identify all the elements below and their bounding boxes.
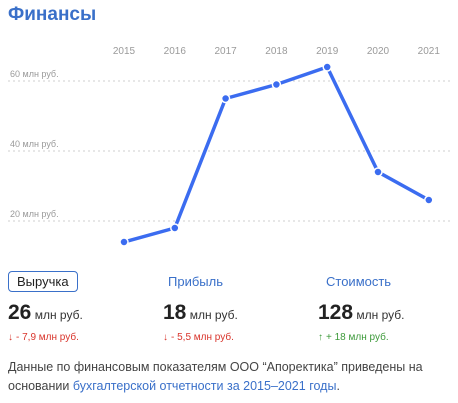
x-tick-label: 2019 <box>316 46 339 57</box>
y-tick-label: 60 млн руб. <box>10 69 59 79</box>
x-tick-label: 2020 <box>367 46 390 57</box>
data-point[interactable] <box>271 79 282 90</box>
revenue-value: 26 млн руб. <box>8 301 83 325</box>
note-text: Данные по финансовым показателям ООО “Ап… <box>8 360 423 393</box>
value-value: 128 млн руб. <box>318 301 404 325</box>
y-tick-label: 40 млн руб. <box>10 139 59 149</box>
revenue-unit: млн руб. <box>34 308 83 322</box>
arrow-down-icon: ↓ <box>8 332 13 343</box>
profit-unit: млн руб. <box>189 308 238 322</box>
profit-change: ↓ - 5,5 млн руб. <box>163 332 234 343</box>
profit-value: 18 млн руб. <box>163 301 238 325</box>
arrow-down-icon: ↓ <box>163 332 168 343</box>
data-point[interactable] <box>220 93 231 104</box>
value-unit: млн руб. <box>356 308 405 322</box>
value-change: ↑ + 18 млн руб. <box>318 332 389 343</box>
revenue-change: ↓ - 7,9 млн руб. <box>8 332 79 343</box>
x-tick-label: 2021 <box>418 46 441 57</box>
revenue-change-text: - 7,9 млн руб. <box>16 332 79 343</box>
x-tick-label: 2015 <box>113 46 136 57</box>
arrow-up-icon: ↑ <box>318 332 323 343</box>
tab-profit[interactable]: Прибыль <box>168 274 223 289</box>
data-point[interactable] <box>170 223 180 233</box>
data-point[interactable] <box>119 237 129 247</box>
tab-value[interactable]: Стоимость <box>326 274 392 289</box>
x-tick-label: 2018 <box>265 46 288 57</box>
x-tick-label: 2017 <box>214 46 237 57</box>
revenue-line-chart: 20 млн руб. 40 млн руб. 60 млн руб. 2015 20… <box>8 46 452 247</box>
data-point[interactable] <box>322 62 332 72</box>
data-point[interactable] <box>424 195 434 205</box>
data-point[interactable] <box>373 167 383 177</box>
value-change-text: + 18 млн руб. <box>326 332 389 343</box>
data-source-note: Данные по финансовым показателям ООО “Ап… <box>8 358 448 396</box>
section-title: Финансы <box>8 4 97 25</box>
x-tick-label: 2016 <box>164 46 187 57</box>
series-line <box>122 65 431 244</box>
profit-change-text: - 5,5 млн руб. <box>171 332 234 343</box>
accounting-report-link[interactable]: бухгалтерской отчетности за 2015–2021 го… <box>72 379 337 393</box>
profit-number: 18 <box>163 301 187 324</box>
revenue-number: 26 <box>8 301 32 324</box>
note-end: . <box>336 379 340 393</box>
y-tick-label: 20 млн руб. <box>10 209 59 219</box>
tab-revenue[interactable]: Выручка <box>8 271 78 292</box>
value-number: 128 <box>318 301 354 324</box>
